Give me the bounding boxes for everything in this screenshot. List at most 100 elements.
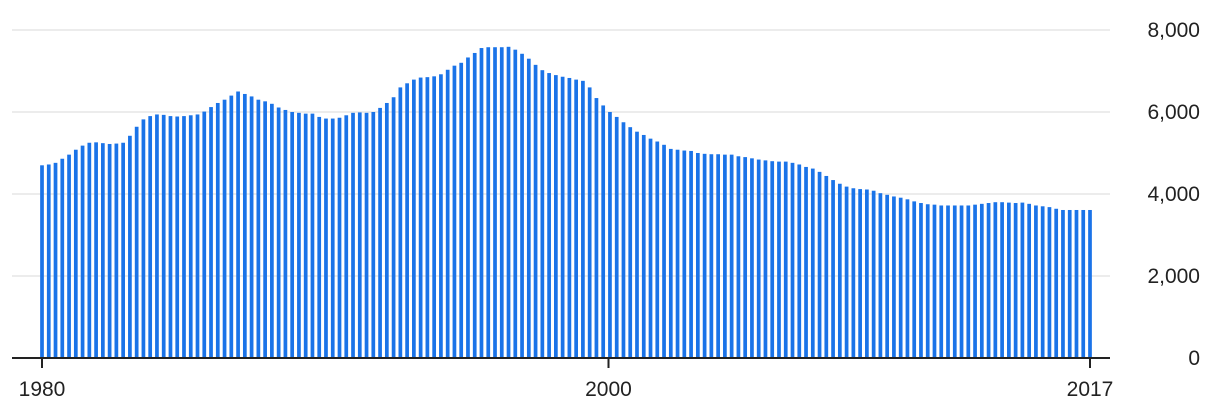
bar	[817, 171, 822, 358]
bar	[283, 109, 288, 358]
bar	[249, 96, 254, 359]
bar	[587, 87, 592, 359]
axes	[12, 357, 1110, 368]
bar	[554, 75, 558, 358]
bar	[1054, 208, 1059, 358]
bar	[263, 101, 267, 358]
bar	[946, 205, 950, 358]
bar	[641, 134, 646, 358]
y-tick-label-2000: 2,000	[1147, 265, 1200, 288]
bar	[439, 74, 443, 358]
bar	[770, 161, 775, 358]
bar	[743, 157, 748, 358]
bar	[134, 126, 139, 358]
bar	[486, 47, 491, 358]
bar	[973, 204, 977, 358]
bar	[986, 203, 991, 358]
bar	[452, 65, 457, 359]
bar	[810, 168, 815, 358]
bar	[533, 64, 538, 358]
bar	[1081, 209, 1086, 358]
bar	[837, 183, 842, 358]
bar	[398, 87, 403, 359]
bar	[371, 112, 376, 358]
bar	[682, 150, 687, 358]
bar	[148, 116, 153, 358]
bar	[695, 153, 700, 358]
bar	[1074, 209, 1079, 358]
bar	[1007, 202, 1011, 358]
bar	[560, 76, 565, 359]
bar	[729, 154, 734, 358]
bar	[87, 142, 92, 358]
bar	[1020, 202, 1025, 358]
y-axis-labels: 0 2,000 4,000 6,000 8,000	[1147, 19, 1200, 370]
bar	[60, 158, 65, 358]
bar	[317, 116, 322, 358]
bar	[161, 114, 166, 359]
bar	[912, 201, 917, 358]
bar	[493, 47, 497, 358]
x-tick-label-2017: 2017	[1067, 378, 1114, 401]
bar	[418, 77, 423, 358]
bar	[168, 116, 173, 358]
bar	[750, 158, 754, 358]
bar	[547, 73, 551, 359]
bar	[716, 154, 720, 358]
bar	[621, 122, 626, 358]
bar	[1013, 203, 1018, 358]
bar	[506, 46, 511, 359]
bar	[858, 189, 862, 358]
bar	[114, 143, 119, 358]
bar	[479, 48, 484, 358]
bar	[222, 99, 227, 358]
bar	[270, 103, 274, 358]
bar	[182, 116, 186, 358]
bar	[756, 159, 761, 358]
y-tick-label-4000: 4,000	[1147, 183, 1200, 206]
bar	[357, 112, 362, 358]
bar	[378, 107, 382, 359]
bar	[993, 202, 998, 358]
bar	[202, 111, 207, 358]
bar	[94, 142, 98, 358]
bar	[574, 79, 578, 359]
bars	[40, 46, 1092, 359]
bar	[256, 99, 261, 358]
bar	[905, 199, 910, 358]
bar	[892, 196, 896, 358]
bar	[878, 193, 883, 358]
bar	[790, 162, 795, 358]
bar	[898, 197, 903, 358]
bar	[40, 165, 44, 358]
bar	[824, 175, 829, 358]
bar	[797, 164, 802, 358]
bar	[155, 114, 159, 359]
bar	[391, 97, 396, 359]
bar	[303, 113, 308, 358]
bar	[932, 204, 937, 358]
bar	[73, 149, 78, 358]
bar	[865, 189, 869, 358]
bar	[175, 116, 180, 358]
bar	[648, 138, 653, 358]
bar	[242, 93, 247, 359]
bar	[1040, 206, 1045, 358]
bar	[324, 118, 328, 358]
bar	[1000, 202, 1004, 358]
bar	[472, 52, 477, 359]
bar	[526, 58, 531, 358]
bar	[1027, 203, 1032, 358]
bar	[601, 105, 606, 358]
bar	[871, 190, 876, 358]
bar	[499, 47, 504, 358]
bar	[844, 186, 849, 358]
bar	[1067, 209, 1072, 358]
bar	[736, 156, 741, 358]
bar	[351, 112, 355, 358]
y-tick-label-8000: 8,000	[1147, 19, 1200, 42]
bar	[513, 49, 518, 359]
bar	[668, 148, 673, 358]
bar	[966, 205, 971, 358]
